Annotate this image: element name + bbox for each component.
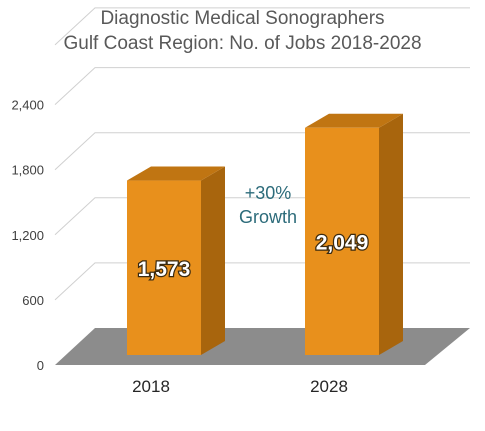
x-tick-label: 2028 [310,377,348,396]
data-label: 1,573 [138,258,191,281]
gridline [54,132,470,171]
bar-front [127,180,201,355]
bar-front [305,127,379,355]
y-tick-label: 1,800 [11,163,44,178]
annotation-line-1: +30% [245,183,292,203]
x-tick-label: 2018 [132,377,170,396]
gridline [54,262,470,301]
y-tick-label: 0 [37,358,44,373]
gridline [54,7,470,46]
bar-side [201,166,225,355]
data-label: 2,049 [316,231,369,254]
annotation-line-2: Growth [239,207,297,227]
bar-side [379,113,403,355]
y-axis: 0 600 1,200 1,800 2,400 [11,98,44,373]
bar-2028: 2,049 [305,113,403,355]
chart-title-line-2: Gulf Coast Region: No. of Jobs 2018-2028 [63,33,422,54]
chart-title: Diagnostic Medical Sonographers Gulf Coa… [0,6,485,56]
bars: 1,573 2,049 [127,113,403,355]
y-tick-label: 600 [22,293,44,308]
chart-floor [55,328,470,365]
chart-title-line-1: Diagnostic Medical Sonographers [100,8,385,29]
bar-top [127,166,225,181]
x-axis: 2018 2028 [132,377,348,396]
gridline [54,67,470,105]
y-tick-label: 1,200 [11,228,44,243]
bar-2018: 1,573 [127,166,225,355]
bar-top [305,113,403,128]
floor [55,328,470,365]
y-tick-label: 2,400 [11,98,44,113]
